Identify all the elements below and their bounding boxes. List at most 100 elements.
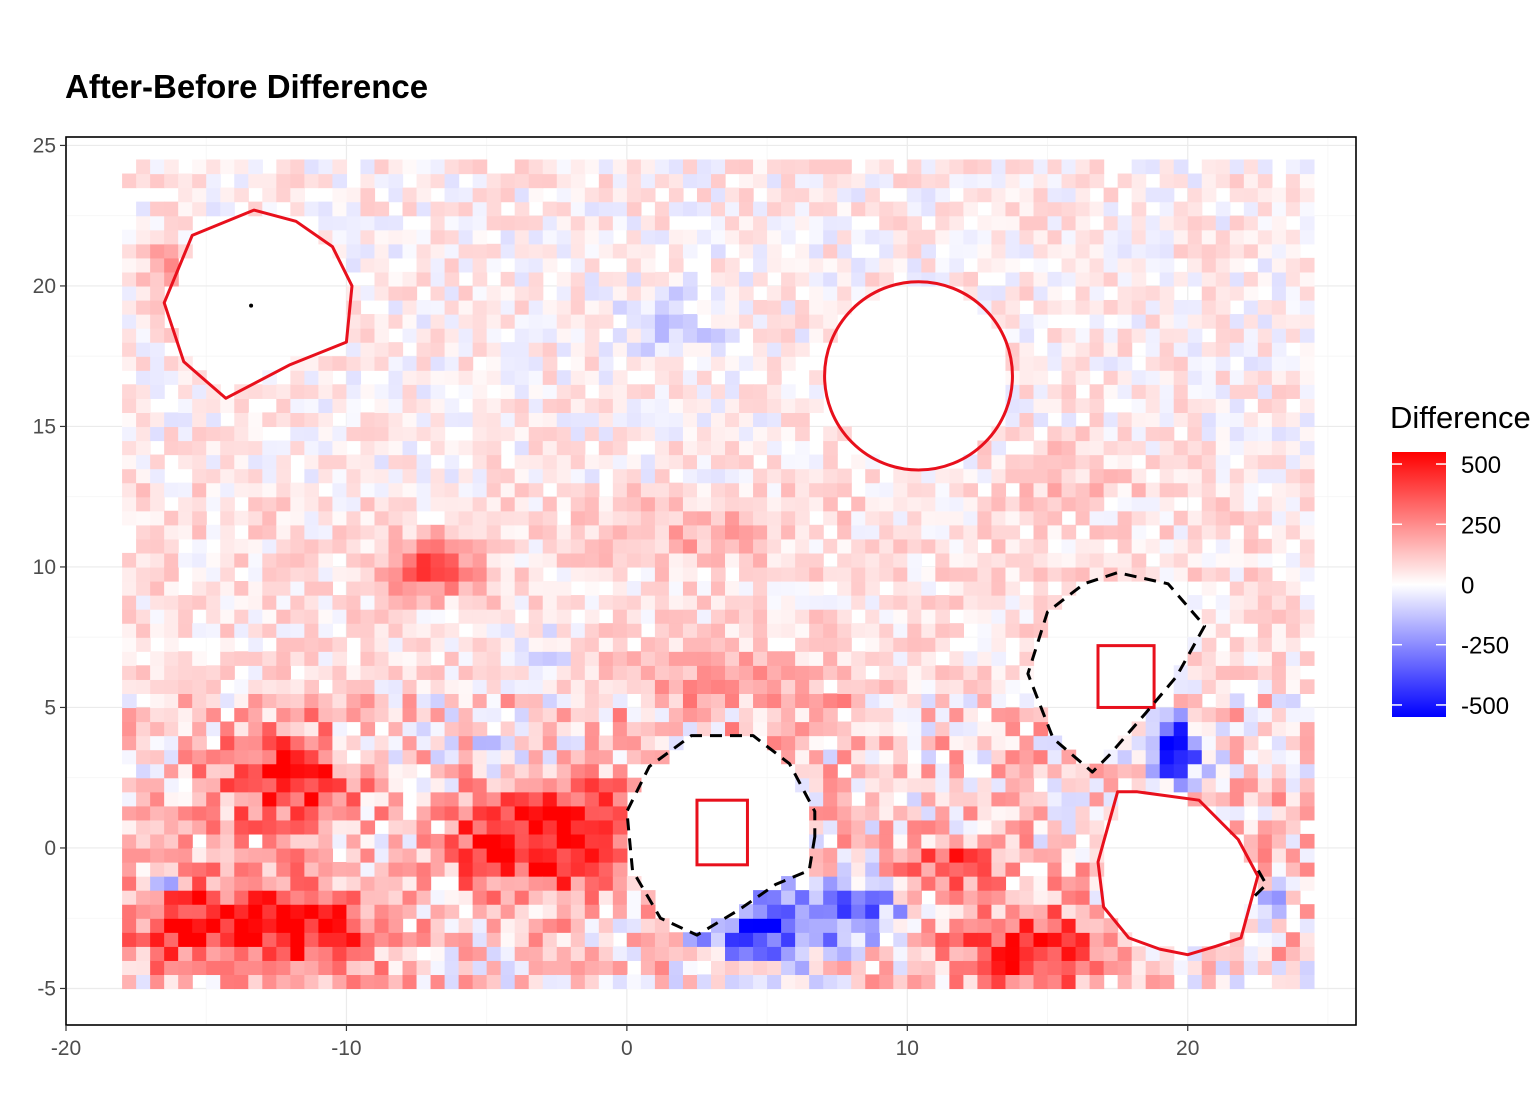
heatmap-cell bbox=[753, 173, 768, 189]
heatmap-cell bbox=[304, 538, 319, 554]
heatmap-cell bbox=[668, 946, 684, 961]
heatmap-cell bbox=[472, 679, 488, 695]
heatmap-cell bbox=[1243, 777, 1259, 793]
heatmap-cell bbox=[640, 229, 656, 245]
heatmap-cell bbox=[458, 482, 474, 498]
heatmap-cell bbox=[879, 735, 894, 751]
heatmap-cell bbox=[851, 581, 866, 596]
heatmap-cell bbox=[668, 342, 684, 357]
heatmap-cell bbox=[206, 187, 221, 203]
heatmap-cell bbox=[879, 904, 894, 919]
heatmap-cell bbox=[935, 763, 950, 779]
heatmap-cell bbox=[402, 637, 418, 652]
heatmap-cell bbox=[626, 356, 642, 371]
heatmap-cell bbox=[444, 482, 460, 498]
heatmap-cell bbox=[136, 524, 151, 540]
heatmap-cell bbox=[388, 440, 404, 456]
heatmap-cell bbox=[1229, 538, 1245, 554]
heatmap-cell bbox=[1103, 763, 1119, 779]
heatmap-cell bbox=[1047, 187, 1063, 203]
heatmap-cell bbox=[500, 960, 516, 976]
heatmap-cell bbox=[528, 749, 544, 765]
heatmap-cell bbox=[1271, 229, 1287, 245]
heatmap-cell bbox=[1047, 819, 1063, 835]
heatmap-cell bbox=[472, 496, 488, 512]
heatmap-cell bbox=[1075, 960, 1091, 976]
heatmap-cell bbox=[696, 637, 712, 652]
heatmap-cell bbox=[626, 314, 642, 329]
heatmap-cell bbox=[837, 904, 852, 919]
heatmap-cell bbox=[1229, 229, 1245, 245]
heatmap-cell bbox=[1187, 693, 1203, 709]
heatmap-cell bbox=[150, 271, 165, 287]
heatmap-cell bbox=[248, 946, 263, 961]
heatmap-cell bbox=[1201, 581, 1217, 596]
heatmap-cell bbox=[1145, 510, 1161, 526]
heatmap-cell bbox=[1075, 538, 1091, 554]
heatmap-cell bbox=[472, 847, 488, 863]
heatmap-cell bbox=[935, 187, 950, 203]
heatmap-cell bbox=[1257, 707, 1273, 723]
heatmap-cell bbox=[1131, 496, 1147, 512]
heatmap-cell bbox=[739, 651, 754, 666]
heatmap-cell bbox=[725, 665, 740, 680]
heatmap-cell bbox=[767, 257, 782, 273]
heatmap-cell bbox=[430, 805, 446, 821]
heatmap-cell bbox=[865, 454, 880, 470]
heatmap-cell bbox=[851, 693, 866, 709]
heatmap-cell bbox=[276, 791, 291, 807]
heatmap-cell bbox=[991, 693, 1007, 709]
heatmap-cell bbox=[1215, 721, 1231, 737]
heatmap-cell bbox=[963, 496, 979, 512]
heatmap-cell bbox=[458, 721, 474, 737]
heatmap-cell bbox=[1285, 960, 1301, 976]
heatmap-cell bbox=[921, 749, 936, 765]
heatmap-cell bbox=[654, 595, 670, 610]
heatmap-cell bbox=[1033, 918, 1049, 933]
heatmap-cell bbox=[837, 819, 852, 835]
heatmap-cell bbox=[472, 552, 488, 568]
heatmap-cell bbox=[122, 609, 137, 624]
heatmap-cell bbox=[332, 566, 348, 582]
heatmap-cell bbox=[626, 257, 642, 273]
heatmap-cell bbox=[711, 229, 726, 245]
x-tick-label: -20 bbox=[51, 1037, 81, 1060]
heatmap-cell bbox=[767, 538, 782, 554]
heatmap-cell bbox=[1061, 524, 1077, 540]
heatmap-cell bbox=[542, 777, 558, 793]
heatmap-cell bbox=[178, 595, 193, 610]
heatmap-cell bbox=[430, 862, 446, 877]
heatmap-cell bbox=[725, 285, 740, 301]
heatmap-cell bbox=[416, 918, 432, 933]
heatmap-cell bbox=[556, 918, 572, 933]
heatmap-cell bbox=[584, 201, 600, 217]
heatmap-cell bbox=[612, 538, 628, 554]
heatmap-cell bbox=[346, 229, 362, 245]
heatmap-cell bbox=[458, 440, 474, 456]
heatmap-cell bbox=[1257, 510, 1273, 526]
heatmap-cell bbox=[178, 862, 193, 877]
heatmap-cell bbox=[136, 791, 151, 807]
heatmap-cell bbox=[612, 581, 628, 596]
heatmap-cell bbox=[318, 763, 334, 779]
heatmap-cell bbox=[290, 173, 305, 189]
heatmap-cell bbox=[318, 566, 334, 582]
heatmap-cell bbox=[949, 581, 964, 596]
heatmap-cell bbox=[430, 693, 446, 709]
heatmap-cell bbox=[626, 946, 642, 961]
heatmap-cell bbox=[444, 243, 460, 259]
heatmap-cell bbox=[991, 932, 1007, 947]
heatmap-cell bbox=[682, 552, 698, 568]
heatmap-cell bbox=[739, 974, 754, 990]
heatmap-cell bbox=[556, 384, 572, 399]
heatmap-cell bbox=[262, 187, 277, 203]
heatmap-cell bbox=[332, 960, 348, 976]
heatmap-cell bbox=[1229, 735, 1245, 751]
heatmap-cell bbox=[1215, 328, 1231, 343]
heatmap-cell bbox=[472, 707, 488, 723]
heatmap-cell bbox=[711, 665, 726, 680]
heatmap-cell bbox=[164, 581, 179, 596]
heatmap-cell bbox=[879, 215, 894, 231]
heatmap-cell bbox=[556, 721, 572, 737]
heatmap-cell bbox=[458, 932, 474, 947]
